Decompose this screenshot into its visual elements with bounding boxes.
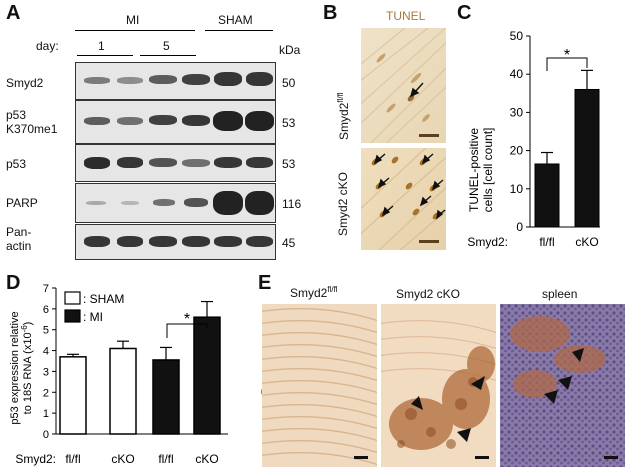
chart-c-ytick-label: 10: [510, 182, 524, 196]
chart-c-significance: *: [546, 47, 588, 71]
chart-d-ylabel-1: p53 expression relative: [9, 311, 21, 424]
day1-label: 1: [98, 39, 105, 53]
chart-d-ylabel-end: ): [22, 322, 34, 326]
tunel-title: TUNEL: [386, 9, 426, 23]
chart-c-sig-star: *: [564, 47, 570, 64]
chart-d-bar: [152, 359, 180, 435]
chart-c-ytick-label: 40: [510, 67, 524, 81]
chart-c-bar: [534, 163, 560, 228]
mi-bracket-line: [75, 30, 195, 31]
blot-p53: [75, 144, 276, 182]
panel-d-label: D: [6, 272, 21, 294]
chart-d-xgroup-label: Smyd2:: [15, 452, 56, 466]
chart-d-ytick-label: 7: [43, 283, 49, 295]
svg-text:to 18S RNA (x10-6): to 18S RNA (x10-6): [20, 322, 34, 415]
chart-c-xtick-label: fl/fl: [539, 235, 554, 249]
chart-d-ytick-label: 3: [43, 366, 49, 378]
chart-d-legend: : SHAM : MI: [64, 291, 124, 324]
chart-d-bar: [59, 356, 87, 435]
chart-c-bar: [574, 88, 600, 228]
panel-c-label: C: [457, 2, 472, 24]
chart-d-ytick-label: 6: [43, 304, 49, 316]
chart-d-ytick-label: 2: [43, 387, 49, 399]
row-label-panactin: Pan- actin: [6, 225, 32, 253]
row-label-p53k370: p53 K370me1: [6, 108, 58, 136]
blot-smyd2: [75, 62, 276, 100]
day5-line: [140, 55, 196, 56]
day1-line: [77, 55, 133, 56]
chart-d-ytick-label: 1: [43, 408, 49, 420]
chart-d-xtick-label: fl/fl: [65, 452, 80, 466]
sham-bracket-line: [205, 30, 273, 31]
chart-c-ytick-label: 20: [510, 144, 524, 158]
chart-d-xtick-label: cKO: [111, 452, 134, 466]
chart-c: TUNEL-positive cells [cell count] 0 10 20 3…: [467, 29, 600, 249]
chart-c-yaxis-title: TUNEL-positive cells [cell count]: [467, 128, 495, 213]
tunel-image-cko: [361, 148, 446, 250]
blot-panactin: [75, 224, 276, 260]
chart-d-ylabel-sup: -6: [20, 325, 29, 333]
chart-d-ytick-label: 4: [43, 346, 49, 358]
chart-d-bar: [193, 316, 221, 435]
kda-smyd2: 50: [282, 76, 296, 90]
panel-b-label: B: [323, 2, 338, 24]
sham-header: SHAM: [218, 13, 253, 27]
bax-image-flfl: [262, 304, 377, 467]
chart-d-ylabel-2: to 18S RNA (x10: [22, 332, 34, 414]
chart-d: p53 expression relative to 18S RNA (x10-…: [9, 283, 228, 466]
e-title-cko: Smyd2 cKO: [396, 287, 461, 301]
chart-c-xtick-label: cKO: [575, 235, 598, 249]
chart-d-yaxis-title: p53 expression relative to 18S RNA (x10-…: [9, 311, 34, 424]
panel-a-label: A: [6, 2, 21, 24]
bax-image-cko: [381, 304, 496, 467]
chart-c-ytick-label: 30: [510, 105, 524, 119]
bax-image-spleen: [500, 304, 625, 467]
chart-d-sig-star: *: [184, 311, 190, 328]
chart-c-ytick-label: 0: [516, 220, 523, 234]
e-title-flfl: Smyd2fl/fl: [290, 285, 338, 300]
row-label-smyd2: Smyd2: [6, 76, 44, 90]
panel-e-label: E: [258, 272, 272, 294]
chart-c-xgroup-label: Smyd2:: [467, 235, 508, 249]
chart-d-xtick-label: cKO: [195, 452, 218, 466]
kda-panactin: 45: [282, 236, 296, 250]
day-label: day:: [36, 39, 59, 53]
chart-d-ytick-label: 5: [43, 325, 49, 337]
kda-p53: 53: [282, 157, 296, 171]
row-label-p53: p53: [6, 157, 27, 171]
chart-d-xtick-label: fl/fl: [158, 452, 173, 466]
mi-header: MI: [126, 13, 140, 27]
chart-d-significance: *: [166, 311, 208, 338]
chart-c-ylabel-2: cells [cell count]: [481, 128, 495, 213]
tunel-image-flfl: [361, 28, 446, 143]
tunel-top-side-label: Smyd2fl/fl: [336, 92, 351, 140]
blot-parp: [75, 183, 276, 223]
kda-header: kDa: [279, 43, 301, 57]
arrow-icon: [409, 82, 424, 98]
chart-c-ylabel-1: TUNEL-positive: [467, 128, 481, 212]
legend-sham: : SHAM: [83, 292, 124, 306]
row-label-parp: PARP: [6, 196, 38, 210]
tunel-bottom-side-label: Smyd2 cKO: [336, 171, 350, 236]
day5-label: 5: [163, 39, 170, 53]
legend-mi: : MI: [83, 310, 103, 324]
blot-p53k370me1: [75, 100, 276, 144]
kda-parp: 116: [282, 197, 302, 211]
chart-c-ytick-label: 50: [510, 29, 524, 43]
chart-d-ytick-label: 0: [43, 429, 49, 441]
chart-d-bar: [109, 347, 137, 435]
e-title-spleen: spleen: [542, 287, 578, 301]
kda-p53k370: 53: [282, 116, 296, 130]
